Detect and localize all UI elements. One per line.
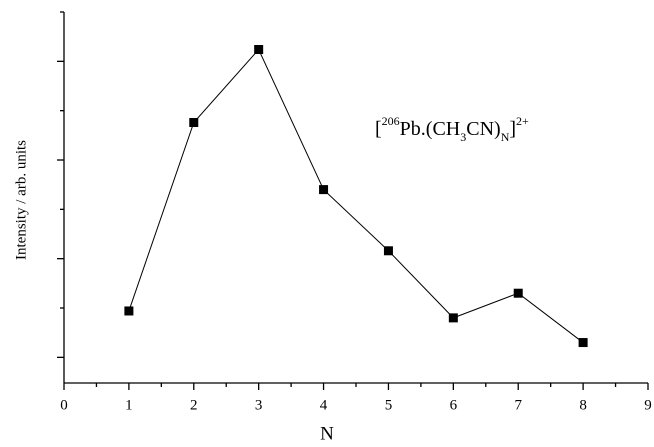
marker <box>513 288 523 298</box>
marker <box>189 118 199 128</box>
annotation-part: [ <box>375 118 382 140</box>
marker <box>124 306 134 316</box>
series-line <box>128 48 584 343</box>
x-tick-label: 9 <box>644 397 652 413</box>
annotation-part: CN) <box>466 118 500 140</box>
annotation: [206Pb.(CH3CN)N]2+ <box>375 114 529 144</box>
x-axis-label: N <box>320 423 334 444</box>
annotation-part: ] <box>509 118 516 140</box>
marker <box>578 338 588 348</box>
annotation-part: N <box>501 130 510 144</box>
annotation-part: 206 <box>382 114 400 128</box>
marker <box>448 313 458 323</box>
annotation-part: Pb.(CH <box>400 118 461 140</box>
marker <box>319 185 329 195</box>
x-tick-label: 7 <box>514 397 522 413</box>
marker <box>383 246 393 256</box>
x-tick-label: 0 <box>60 397 68 413</box>
annotation-part: 2+ <box>516 114 529 128</box>
x-tick-label: 1 <box>125 397 133 413</box>
x-tick-label: 4 <box>320 397 328 413</box>
marker <box>254 44 264 54</box>
x-tick-label: 5 <box>385 397 393 413</box>
x-tick-label: 2 <box>190 397 198 413</box>
y-axis-label: Intensity / arb. units <box>13 140 29 260</box>
x-tick-label: 3 <box>255 397 263 413</box>
x-tick-label: 8 <box>579 397 587 413</box>
annotation-part: 3 <box>460 130 466 144</box>
x-tick-label: 6 <box>450 397 458 413</box>
